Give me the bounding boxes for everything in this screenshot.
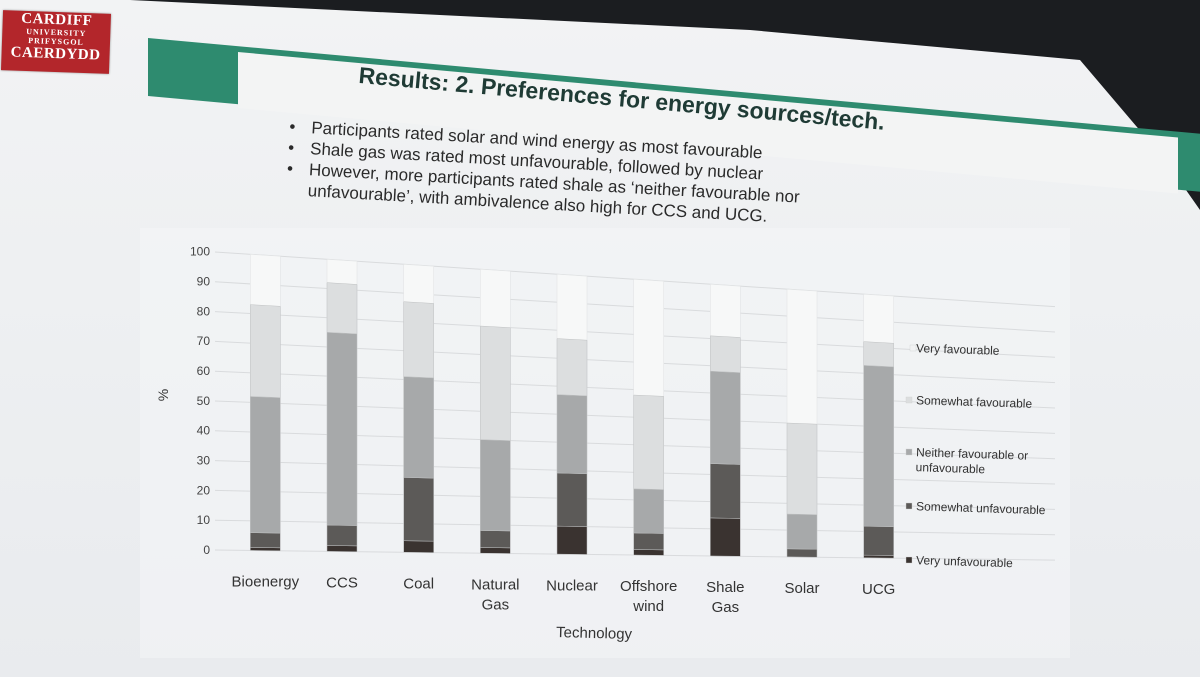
bar-segment bbox=[326, 332, 358, 526]
bar-segment bbox=[480, 530, 511, 549]
bar-segment bbox=[633, 549, 664, 556]
legend-swatch bbox=[905, 396, 913, 404]
legend-swatch bbox=[905, 502, 913, 510]
bar-segment bbox=[633, 394, 664, 490]
bar-segment bbox=[710, 463, 741, 519]
bar-segment bbox=[480, 547, 511, 554]
legend-label: unfavourable bbox=[915, 460, 985, 476]
bar-segment bbox=[326, 545, 358, 552]
y-tick-label: 40 bbox=[197, 424, 211, 438]
bar-segment bbox=[863, 365, 894, 527]
legend-swatch bbox=[909, 344, 917, 352]
chart-plot-area bbox=[140, 228, 1070, 658]
x-tick-label: Natural bbox=[471, 576, 519, 593]
bar-segment bbox=[863, 525, 894, 556]
bar-segment bbox=[480, 325, 511, 441]
bar-segment bbox=[326, 282, 358, 335]
bar-segment bbox=[633, 488, 664, 534]
x-tick-label: Nuclear bbox=[546, 577, 598, 594]
y-tick-label: 50 bbox=[197, 394, 211, 408]
bar-segment bbox=[403, 301, 434, 379]
y-tick-label: 0 bbox=[203, 543, 210, 557]
x-tick-label: Coal bbox=[403, 575, 434, 592]
y-tick-label: 20 bbox=[197, 483, 211, 497]
bar-segment bbox=[710, 517, 741, 557]
y-tick-label: 100 bbox=[190, 245, 210, 259]
legend-label: Neither favourable or bbox=[916, 445, 1028, 463]
bar-segment bbox=[786, 422, 818, 515]
legend-swatch bbox=[905, 556, 913, 564]
bar-segment bbox=[786, 548, 818, 558]
legend-label: Very favourable bbox=[916, 341, 1000, 358]
legend-label: Very unfavourable bbox=[916, 553, 1013, 570]
bar-segment bbox=[556, 472, 588, 527]
y-tick-label: 10 bbox=[197, 513, 211, 527]
x-tick-label: Shale bbox=[706, 579, 744, 596]
bar-segment bbox=[250, 396, 281, 534]
bar-segment bbox=[403, 540, 434, 553]
x-tick-label: Offshore bbox=[620, 578, 677, 595]
bar-segment bbox=[710, 335, 741, 373]
bar-segment bbox=[786, 513, 818, 550]
bar-segment bbox=[403, 477, 434, 542]
bar-segment bbox=[863, 341, 894, 368]
bar-segment bbox=[250, 532, 281, 549]
x-tick-label: UCG bbox=[862, 581, 895, 598]
bar-segment bbox=[403, 376, 434, 479]
x-tick-label: wind bbox=[632, 598, 664, 615]
y-tick-label: 80 bbox=[197, 304, 211, 318]
y-axis-ticks: 0 10 20 30 40 50 60 70 80 90 100 bbox=[190, 245, 210, 557]
x-tick-label: Bioenergy bbox=[232, 574, 300, 591]
x-axis-label: Technology bbox=[556, 624, 633, 643]
y-tick-label: 30 bbox=[197, 453, 211, 467]
bar-segment bbox=[710, 370, 741, 465]
x-tick-label: Gas bbox=[482, 596, 510, 613]
legend-swatch bbox=[905, 448, 913, 456]
y-tick-label: 90 bbox=[197, 275, 211, 289]
bar-segment bbox=[633, 532, 664, 551]
legend-label: Somewhat unfavourable bbox=[916, 499, 1046, 517]
y-tick-label: 70 bbox=[197, 334, 211, 348]
x-tick-label: Gas bbox=[712, 599, 740, 616]
x-axis-ticks: Bioenergy CCS Coal Natural Gas Nuclear Offshor… bbox=[232, 574, 896, 617]
chart-bars bbox=[250, 253, 894, 559]
bar-segment bbox=[556, 394, 588, 475]
y-axis-label: % bbox=[155, 389, 171, 401]
bar-segment bbox=[556, 525, 588, 555]
x-tick-label: Solar bbox=[784, 580, 819, 597]
chart-legend: Very favourable Somewhat favourable Neithe… bbox=[905, 341, 1046, 570]
y-tick-label: 60 bbox=[197, 364, 211, 378]
legend-label: Somewhat favourable bbox=[916, 393, 1033, 411]
bar-segment bbox=[480, 439, 511, 532]
bar-segment bbox=[250, 304, 281, 398]
x-tick-label: CCS bbox=[326, 575, 358, 592]
bar-segment bbox=[556, 338, 588, 397]
bar-segment bbox=[326, 524, 358, 547]
